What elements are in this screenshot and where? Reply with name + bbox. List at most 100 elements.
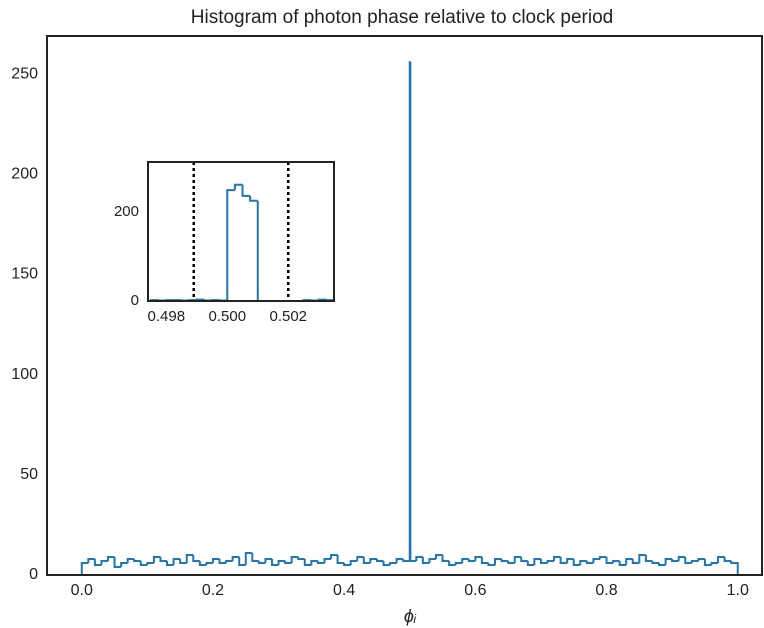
histogram-bin	[526, 560, 535, 566]
x-tick-label: 0.0	[71, 582, 93, 599]
histogram-bin	[284, 560, 292, 564]
histogram-bin	[651, 560, 660, 564]
histogram-bin	[598, 555, 607, 559]
histogram-bin	[225, 559, 233, 563]
histogram-bin	[100, 559, 109, 565]
histogram-bin	[343, 562, 351, 566]
y-tick-label: 50	[20, 466, 38, 483]
histogram-bin	[421, 556, 430, 564]
histogram-bin	[487, 562, 496, 566]
histogram-bin	[233, 183, 243, 191]
histogram-bin	[507, 560, 515, 564]
y-tick-label: 150	[11, 266, 38, 283]
x-tick-label: 0.500	[209, 308, 247, 325]
histogram-bin	[107, 555, 115, 561]
histogram-bin	[159, 556, 168, 562]
histogram-bin	[226, 189, 235, 301]
histogram-bin	[277, 559, 286, 565]
axes-frame	[147, 161, 335, 302]
histogram-bin	[218, 558, 227, 564]
histogram-bin	[434, 553, 443, 559]
histogram-bin	[690, 559, 699, 563]
histogram-bin	[520, 556, 528, 562]
x-axis-label: ϕᵢ	[404, 606, 417, 626]
histogram-bin	[205, 561, 213, 565]
histogram-bin	[717, 555, 725, 563]
histogram-bin	[297, 556, 305, 560]
x-tick-label: 0.498	[148, 308, 186, 325]
histogram-bin	[362, 556, 371, 564]
histogram-bin	[710, 561, 719, 565]
histogram-bin	[120, 561, 128, 567]
histogram-bin	[579, 559, 587, 565]
histogram-bin	[179, 558, 187, 564]
histogram-bin	[257, 560, 266, 564]
histogram-bin	[467, 558, 476, 562]
histogram-bin	[428, 557, 436, 563]
histogram-bin	[192, 554, 200, 562]
histogram-bin	[441, 554, 450, 562]
histogram-bin	[697, 557, 705, 561]
histogram-bin	[166, 560, 174, 566]
histogram-bin	[323, 557, 332, 563]
histogram-bin	[249, 195, 258, 202]
histogram-bin	[270, 558, 279, 566]
histogram-bin	[146, 561, 154, 565]
histogram-bin	[605, 556, 614, 564]
histogram-bin	[644, 554, 653, 562]
histogram-bin	[631, 558, 640, 564]
histogram-bin	[585, 560, 594, 564]
y-tick-label: 0	[131, 292, 139, 309]
histogram-bin	[238, 556, 246, 566]
y-tick-label: 200	[114, 203, 139, 220]
histogram-bin	[139, 560, 148, 566]
histogram-bin	[349, 559, 358, 565]
histogram-bin	[310, 559, 318, 565]
histogram-bin	[533, 557, 541, 565]
histogram-bin	[618, 560, 627, 566]
x-tick-label: 0.502	[269, 308, 307, 325]
histogram-bin	[375, 558, 384, 562]
histogram-bin	[251, 552, 259, 562]
histogram-bin	[474, 555, 482, 561]
histogram-bin	[703, 558, 712, 566]
histogram-bin	[572, 558, 581, 566]
histogram-bin	[133, 558, 141, 562]
y-tick-label: 0	[29, 566, 38, 583]
axes-frame	[46, 35, 763, 576]
histogram-bin	[684, 556, 692, 564]
histogram-bin	[409, 62, 417, 562]
histogram-bin	[638, 553, 646, 563]
histogram-bin	[330, 553, 338, 559]
histogram-bin	[415, 555, 423, 561]
histogram-bin	[658, 562, 666, 566]
histogram-bin	[539, 558, 548, 564]
histogram-bin	[152, 555, 161, 563]
histogram-bin	[553, 555, 561, 561]
histogram-bin	[612, 559, 620, 563]
histogram-bin	[241, 184, 251, 197]
histogram-bin	[723, 556, 732, 562]
histogram-bin	[244, 551, 253, 565]
histogram-bin	[730, 560, 739, 575]
x-tick-label: 1.0	[727, 582, 749, 599]
histogram-bin	[369, 557, 377, 563]
histogram-bin	[389, 561, 397, 565]
histogram-bin	[316, 560, 325, 564]
histogram-bin	[290, 555, 299, 563]
y-tick-label: 100	[11, 366, 38, 383]
histogram-bin	[356, 555, 364, 561]
histogram-bin	[382, 560, 391, 566]
histogram-bin	[402, 558, 410, 562]
histogram-bin	[93, 558, 102, 566]
x-tick-label: 0.8	[595, 582, 617, 599]
histogram-bin	[185, 553, 194, 563]
histogram-bin	[448, 560, 456, 566]
histogram-bin	[454, 561, 463, 565]
histogram-bin	[113, 556, 122, 568]
histogram-bin	[336, 554, 345, 564]
x-tick-label: 0.2	[202, 582, 224, 599]
x-tick-label: 0.6	[464, 582, 486, 599]
histogram-bin	[461, 557, 469, 563]
histogram-bin	[494, 557, 502, 565]
